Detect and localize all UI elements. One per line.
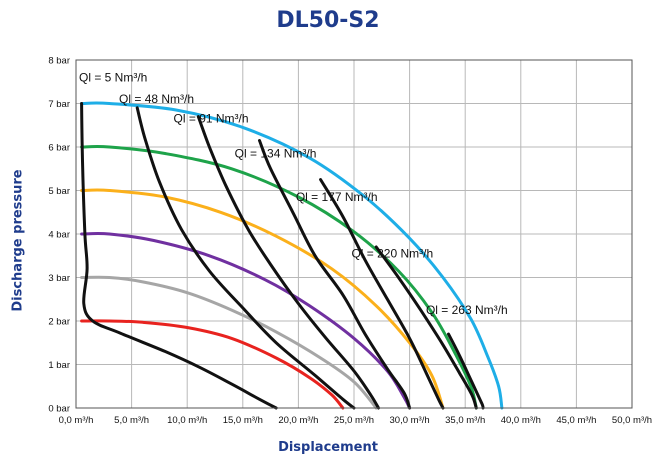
x-tick-label: 35,0 m³/h [445, 415, 485, 426]
y-tick-label: 8 bar [48, 56, 70, 67]
x-axis-label: Displacement [0, 440, 656, 455]
x-tick-label: 40,0 m³/h [501, 415, 541, 426]
flow-annotation: Ql = 48 Nm³/h [119, 92, 194, 106]
x-tick-label: 10,0 m³/h [167, 415, 207, 426]
x-tick-label: 50,0 m³/h [612, 415, 652, 426]
x-tick-label: 20,0 m³/h [278, 415, 318, 426]
x-tick-label: 30,0 m³/h [390, 415, 430, 426]
y-tick-label: 1 bar [48, 360, 70, 371]
y-tick-label: 0 bar [48, 404, 70, 415]
x-tick-label: 0,0 m³/h [59, 415, 94, 426]
y-tick-label: 5 bar [48, 186, 70, 197]
flow-line [321, 180, 443, 408]
x-tick-label: 45,0 m³/h [556, 415, 596, 426]
x-tick-label: 25,0 m³/h [334, 415, 374, 426]
y-tick-label: 2 bar [48, 317, 70, 328]
x-tick-label: 15,0 m³/h [223, 415, 263, 426]
y-tick-label: 4 bar [48, 230, 70, 241]
grid-layer [76, 60, 632, 408]
flow-annotation: Ql = 134 Nm³/h [235, 147, 317, 161]
flow-line [376, 247, 476, 408]
flow-annotation: Ql = 5 Nm³/h [79, 70, 147, 84]
x-tick-label: 5,0 m³/h [114, 415, 149, 426]
y-tick-label: 3 bar [48, 273, 70, 284]
flow-annotation: Ql = 220 Nm³/h [351, 247, 433, 261]
y-tick-label: 6 bar [48, 143, 70, 154]
y-axis-label: Discharge pressure [11, 161, 26, 321]
flow-annotation: Ql = 91 Nm³/h [174, 112, 249, 126]
flow-line [449, 334, 484, 408]
flow-annotation: Ql = 263 Nm³/h [426, 303, 508, 317]
y-tick-label: 7 bar [48, 99, 70, 110]
flow-annotation: Ql = 177 Nm³/h [296, 190, 378, 204]
